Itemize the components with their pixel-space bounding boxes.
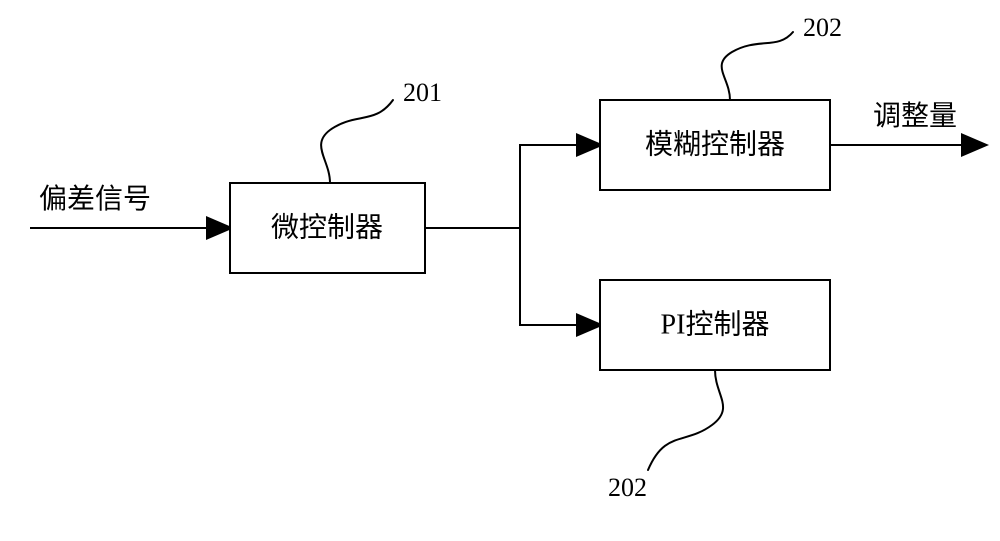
branch-wires [425,145,600,325]
microcontroller-label: 微控制器 [271,211,383,243]
input-label: 偏差信号 [39,183,151,215]
fuzzy-controller-label: 模糊控制器 [645,128,785,160]
ref-202-top: 202 [722,13,842,100]
output-label: 调整量 [873,100,957,132]
pi-controller-block: PI控制器 [600,280,830,370]
input-arrow: 偏差信号 [30,183,230,228]
pi-controller-label: PI控制器 [661,308,770,340]
ref-201-label: 201 [403,78,442,107]
ref-201: 201 [321,78,442,183]
ref-202-bottom-label: 202 [608,473,647,502]
ref-202-bottom: 202 [608,370,723,502]
microcontroller-block: 微控制器 [230,183,425,273]
ref-202-top-label: 202 [803,13,842,42]
block-diagram: 偏差信号 微控制器 模糊控制器 PI控制器 调整量 201 202 202 [0,0,1000,541]
output-arrow: 调整量 [830,100,985,145]
fuzzy-controller-block: 模糊控制器 [600,100,830,190]
